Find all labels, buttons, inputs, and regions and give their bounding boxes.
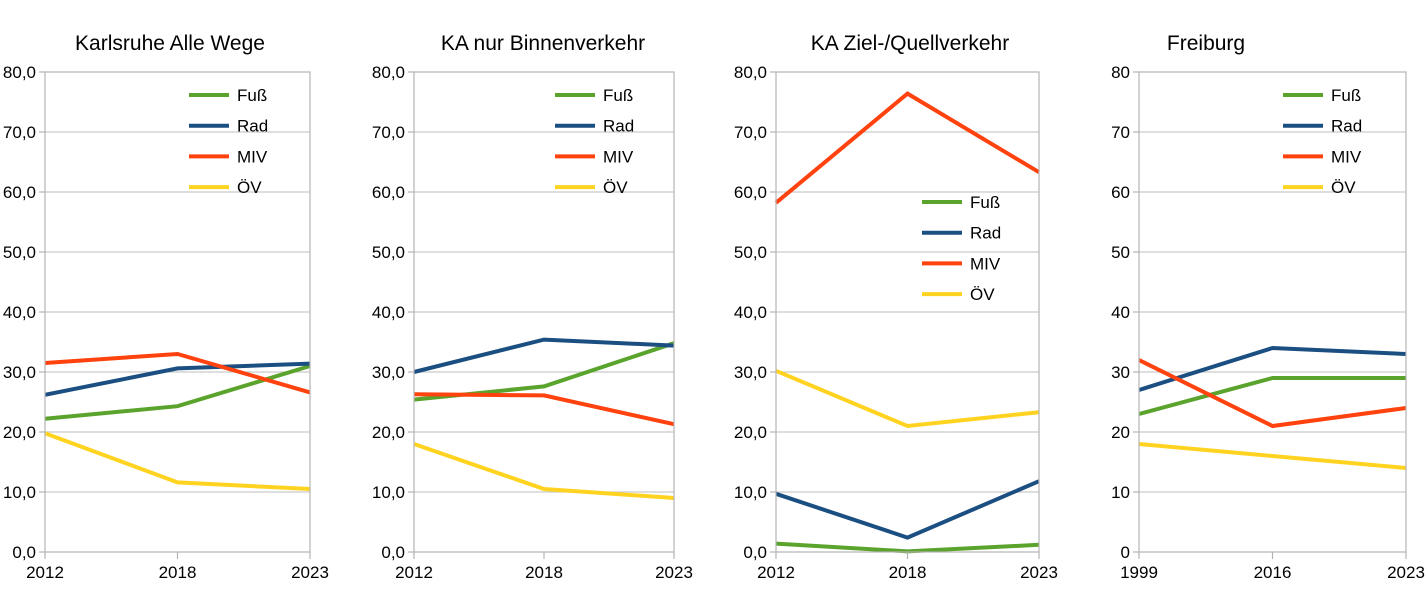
y-tick-label: 50 <box>1111 243 1130 262</box>
series-line-miv <box>1138 358 1407 429</box>
x-tick-label: 2023 <box>1020 563 1058 582</box>
y-tick-label: 20,0 <box>3 423 36 442</box>
legend-label-miv: MIV <box>970 254 1001 273</box>
y-tick-label: 20,0 <box>734 423 767 442</box>
legend-label-fuss: Fuß <box>603 86 633 105</box>
y-tick-label: 40,0 <box>372 303 405 322</box>
legend-label-fuss: Fuß <box>1331 86 1361 105</box>
series-line-miv <box>774 91 1041 205</box>
x-tick-label: 2023 <box>291 563 329 582</box>
legend-label-rad: Rad <box>1331 117 1362 136</box>
y-tick-label: 60 <box>1111 183 1130 202</box>
series-line-oev <box>775 368 1040 429</box>
x-tick-label: 2012 <box>757 563 795 582</box>
y-tick-label: 0,0 <box>743 543 767 562</box>
chart-title: Karlsruhe Alle Wege <box>75 32 265 55</box>
chart-panel-ka-ziel-quellverkehr: KA Ziel-/Quellverkehr 0,0 10,0 20,0 30,0 40,… <box>714 0 1071 591</box>
series-line-rad <box>44 361 311 397</box>
legend-label-miv: MIV <box>603 147 634 166</box>
y-tick-label: 70 <box>1111 123 1130 142</box>
line-chart-karlsruhe-alle-wege: 0,0 10,0 20,0 30,0 40,0 50,0 60,0 70,0 80,0 2012 2… <box>3 63 329 582</box>
series-line-miv <box>44 351 311 395</box>
y-tick-label: 30,0 <box>734 363 767 382</box>
series-line-miv <box>413 392 675 427</box>
series-line-oev <box>44 431 311 491</box>
y-tick-label: 20,0 <box>372 423 405 442</box>
chart-title: Freiburg <box>1166 32 1246 55</box>
legend-label-rad: Rad <box>603 117 634 136</box>
y-tick-label: 80,0 <box>3 63 36 82</box>
series-line-fuss <box>44 364 311 421</box>
y-tick-label: 60,0 <box>372 183 405 202</box>
y-tick-label: 30 <box>1111 363 1130 382</box>
line-chart-ka-ziel-quellverkehr: 0,0 10,0 20,0 30,0 40,0 50,0 60,0 70,0 80,0 2012 2… <box>734 63 1058 582</box>
legend-label-rad: Rad <box>237 117 268 136</box>
y-tick-label: 70,0 <box>372 123 405 142</box>
y-tick-label: 10,0 <box>734 483 767 502</box>
y-tick-label: 50,0 <box>3 243 36 262</box>
legend-label-oev: ÖV <box>970 285 995 304</box>
y-tick-label: 10,0 <box>3 483 36 502</box>
y-tick-label: 40,0 <box>734 303 767 322</box>
legend-label-oev: ÖV <box>237 178 262 197</box>
legend-label-rad: Rad <box>970 224 1001 243</box>
y-tick-label: 70,0 <box>3 123 36 142</box>
y-tick-label: 40 <box>1111 303 1130 322</box>
series-line-oev <box>1138 442 1407 470</box>
y-tick-label: 30,0 <box>3 363 36 382</box>
y-tick-label: 60,0 <box>3 183 36 202</box>
y-tick-label: 60,0 <box>734 183 767 202</box>
x-tick-label: 2023 <box>1387 563 1425 582</box>
line-chart-ka-nur-binnenverkehr: 0,0 10,0 20,0 30,0 40,0 50,0 60,0 70,0 80,0 2012 2… <box>372 63 693 582</box>
x-tick-label: 2018 <box>525 563 563 582</box>
legend-label-miv: MIV <box>1331 147 1362 166</box>
line-chart-freiburg: 0 10 20 30 40 50 60 70 80 1999 2016 2023 Fuß Rad MIV ÖV <box>1111 63 1425 582</box>
y-tick-label: 0,0 <box>12 543 36 562</box>
series-line-oev <box>413 442 675 500</box>
series-line-rad <box>1138 345 1407 392</box>
x-tick-label: 1999 <box>1120 563 1158 582</box>
y-tick-label: 70,0 <box>734 123 767 142</box>
legend-label-oev: ÖV <box>603 178 628 197</box>
x-tick-label: 2016 <box>1254 563 1292 582</box>
series-line-fuss <box>775 541 1040 554</box>
legend-label-miv: MIV <box>237 147 268 166</box>
y-tick-label: 50,0 <box>734 243 767 262</box>
y-tick-label: 80,0 <box>734 63 767 82</box>
chart-panel-ka-nur-binnenverkehr: KA nur Binnenverkehr 0,0 10,0 20,0 30,0 40,0… <box>357 0 714 591</box>
x-tick-label: 2012 <box>395 563 433 582</box>
chart-title: KA Ziel-/Quellverkehr <box>810 32 1010 55</box>
legend-label-fuss: Fuß <box>970 193 1000 212</box>
y-tick-label: 40,0 <box>3 303 36 322</box>
y-tick-label: 50,0 <box>372 243 405 262</box>
y-tick-label: 0 <box>1121 543 1130 562</box>
series-line-rad <box>775 479 1040 540</box>
x-tick-label: 2023 <box>655 563 693 582</box>
series-line-fuss <box>1138 376 1406 416</box>
y-tick-label: 10,0 <box>372 483 405 502</box>
y-tick-label: 10 <box>1111 483 1130 502</box>
x-tick-label: 2012 <box>26 563 64 582</box>
x-tick-label: 2018 <box>159 563 197 582</box>
legend-label-fuss: Fuß <box>237 86 267 105</box>
y-tick-label: 30,0 <box>372 363 405 382</box>
y-tick-label: 80,0 <box>372 63 405 82</box>
y-tick-label: 0,0 <box>381 543 405 562</box>
chart-title: KA nur Binnenverkehr <box>440 32 646 55</box>
chart-panel-karlsruhe-alle-wege: Karlsruhe Alle Wege 0,0 10,0 20,0 30,0 40,0 5… <box>0 0 357 591</box>
legend-label-oev: ÖV <box>1331 178 1356 197</box>
x-tick-label: 2018 <box>889 563 927 582</box>
y-tick-label: 80 <box>1111 63 1130 82</box>
y-tick-label: 20 <box>1111 423 1130 442</box>
series-line-rad <box>413 337 675 374</box>
chart-panel-freiburg: Freiburg 0 10 20 30 40 50 60 70 80 1999 2016 2023 Fu… <box>1071 0 1428 591</box>
